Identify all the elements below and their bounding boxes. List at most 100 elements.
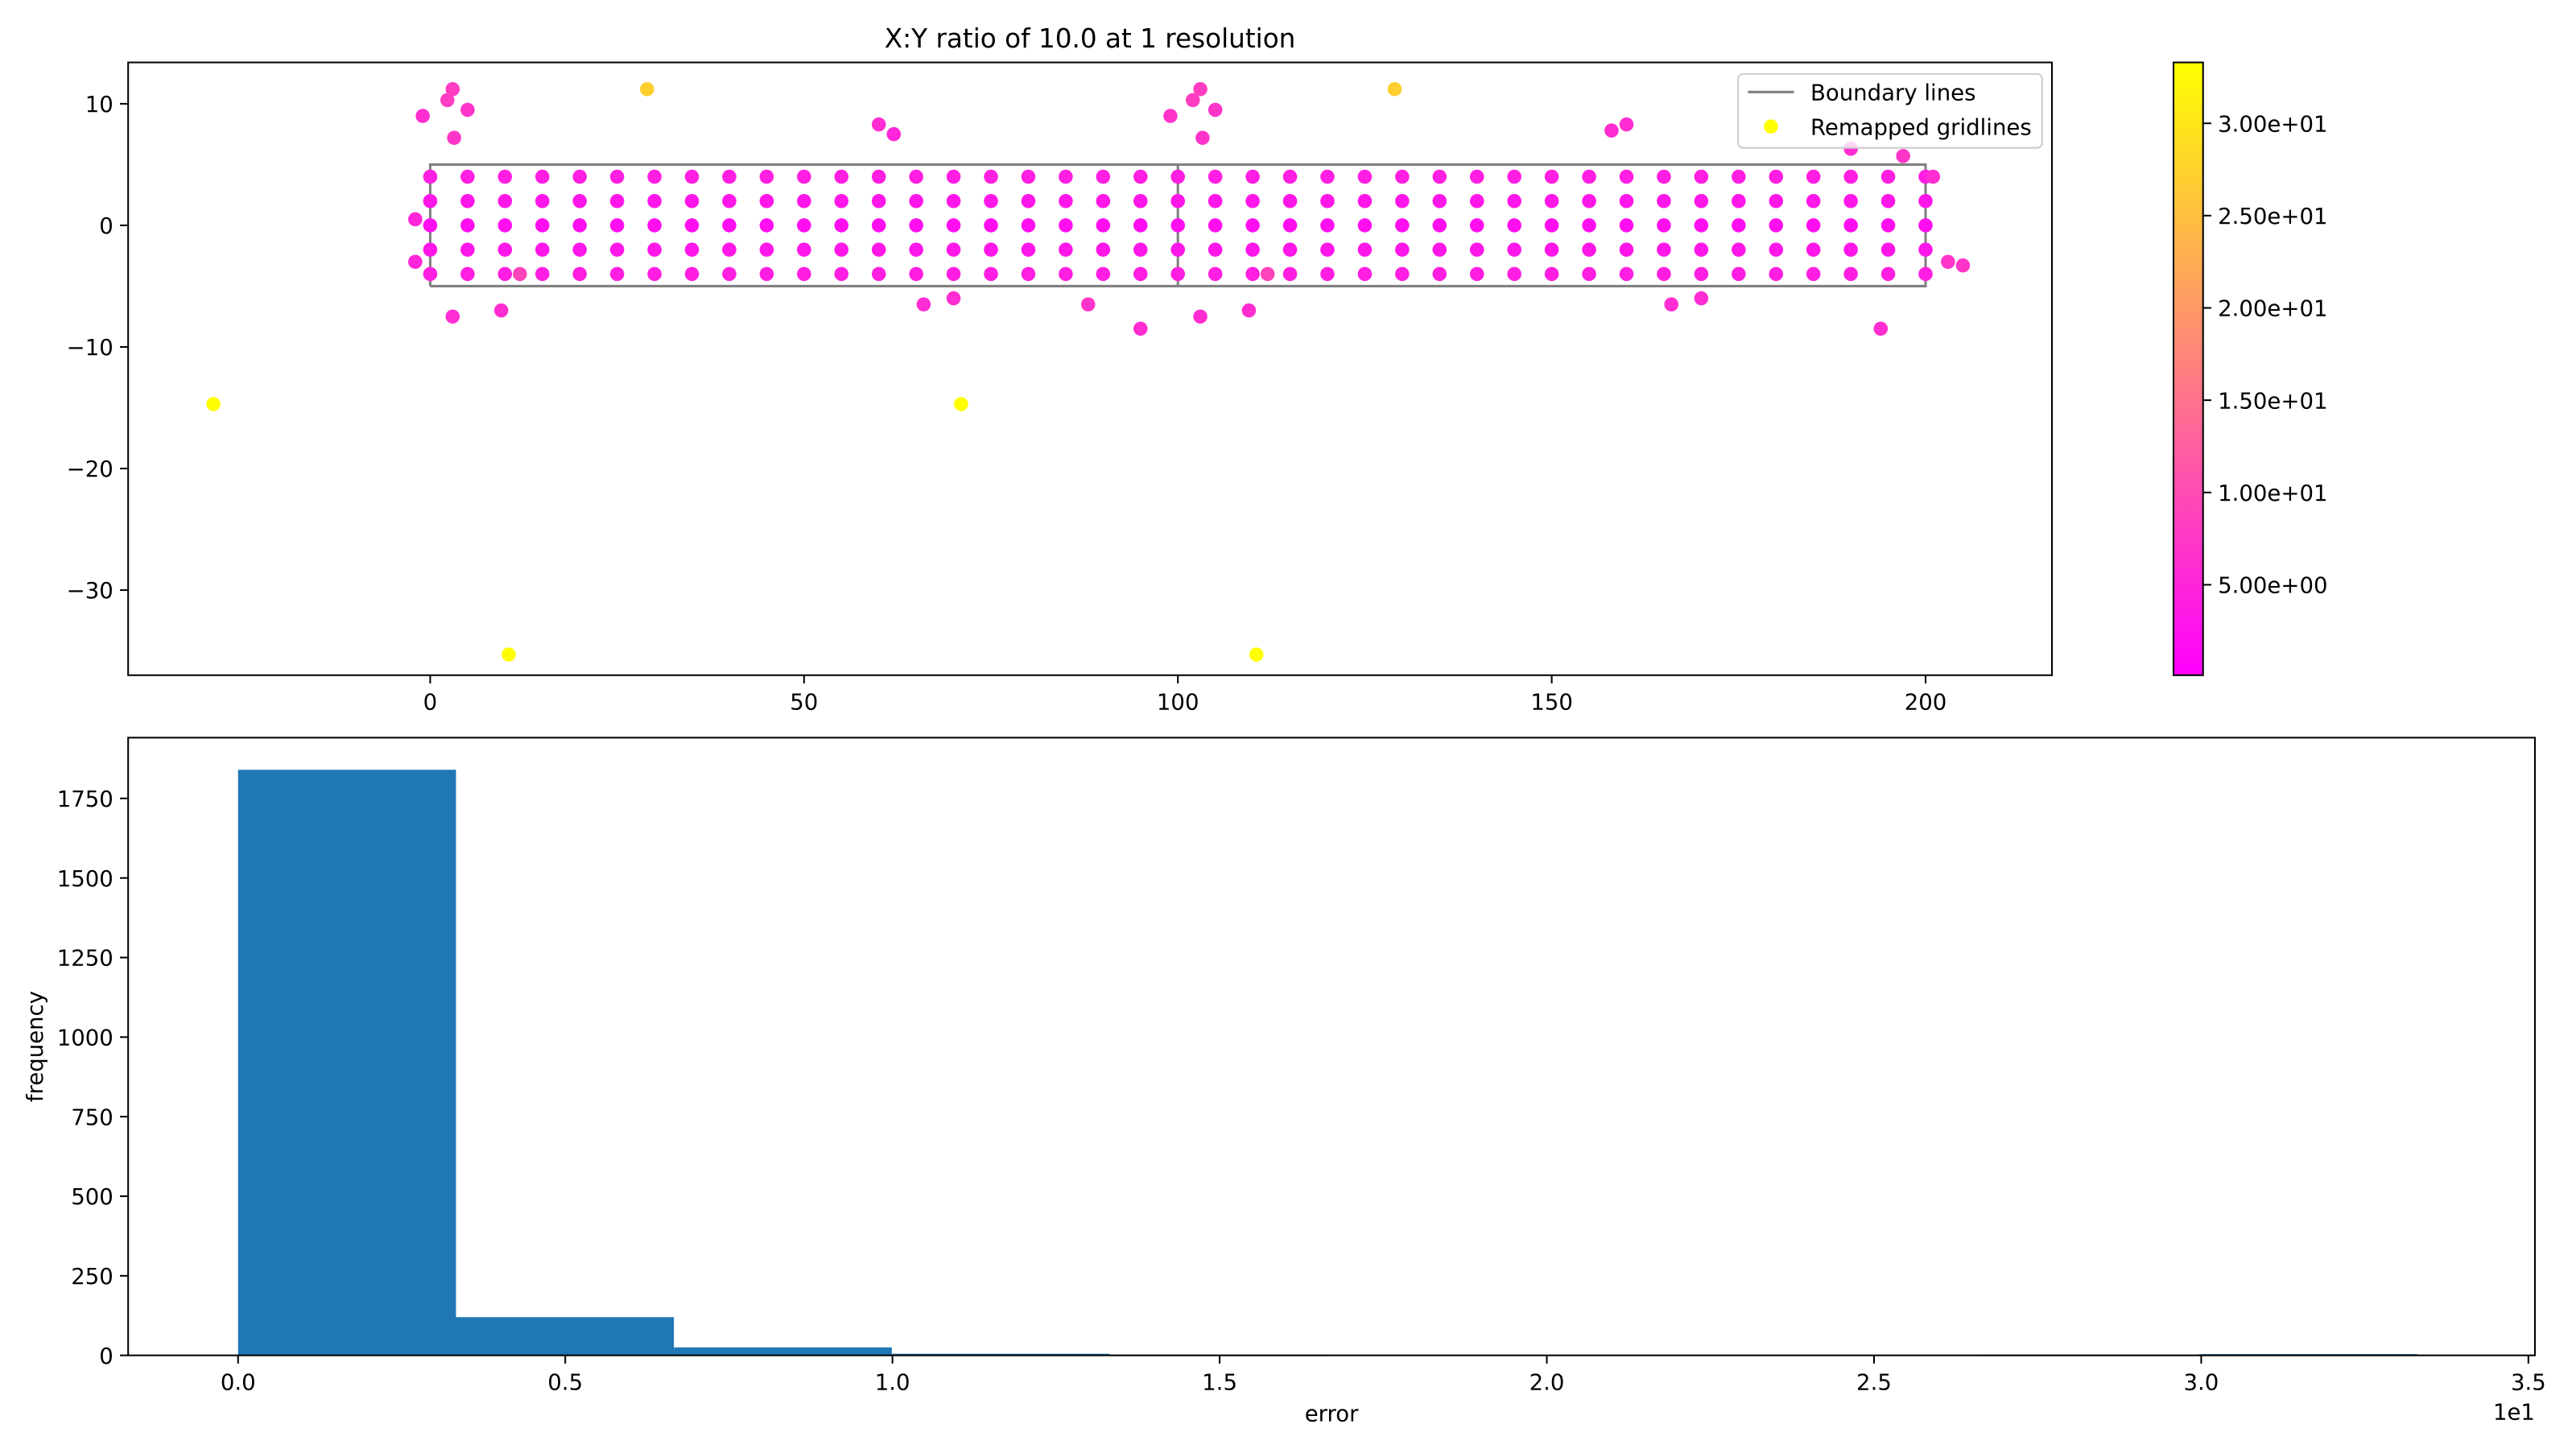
scatter-point	[684, 193, 700, 208]
scatter-point	[609, 242, 625, 257]
scatter-point	[759, 242, 774, 257]
scatter-point	[609, 218, 625, 233]
scatter-point	[1544, 193, 1559, 208]
scatter-point	[1507, 218, 1521, 233]
scatter-point	[1507, 266, 1521, 282]
scatter-point	[1282, 266, 1298, 282]
scatter-point	[1395, 266, 1410, 282]
scatter-point	[1163, 109, 1178, 123]
scatter-point	[1582, 218, 1596, 233]
scatter-point	[1694, 218, 1709, 233]
scatter-point	[1320, 266, 1335, 282]
scatter-point	[408, 254, 423, 270]
scatter-point	[1582, 169, 1596, 184]
scatter-point	[759, 193, 774, 208]
scatter-point	[1619, 193, 1634, 208]
scatter-point	[1320, 242, 1335, 257]
scatter-point	[1208, 266, 1223, 282]
scatter-point	[1806, 266, 1821, 282]
scatter-point	[759, 266, 774, 282]
scatter-point	[1249, 647, 1264, 662]
scatter-point	[684, 218, 700, 233]
scatter-point	[1941, 254, 1955, 270]
scatter-point	[415, 109, 430, 123]
scatter-point	[1021, 242, 1036, 257]
scatter-point	[1469, 266, 1484, 282]
scatter-point	[1241, 303, 1257, 318]
colorbar-tick-label: 3.00e+01	[2218, 111, 2327, 137]
scatter-point	[1059, 169, 1073, 184]
scatter-point	[1096, 218, 1111, 233]
axes-frame	[127, 737, 2536, 1356]
scatter-point	[1619, 169, 1634, 184]
scatter-point	[1395, 242, 1410, 257]
scatter-point	[1170, 169, 1185, 184]
scatter-point	[909, 193, 923, 208]
scatter-point	[423, 266, 438, 282]
scatter-point	[1582, 266, 1596, 282]
scatter-point	[572, 242, 587, 257]
scatter-point	[797, 193, 811, 208]
scatter-point	[460, 242, 475, 257]
y-tick-label: 10	[85, 92, 114, 118]
scatter-point	[1059, 242, 1073, 257]
scatter-point	[1469, 169, 1484, 184]
colorbar	[2172, 61, 2204, 676]
scatter-point	[946, 169, 961, 184]
x-tick-label: 50	[790, 690, 818, 716]
scatter-point	[871, 218, 886, 233]
scatter-point	[871, 266, 886, 282]
scatter-point	[1469, 218, 1484, 233]
scatter-point	[1021, 169, 1036, 184]
scatter-point	[423, 242, 438, 257]
scatter-point	[1193, 82, 1208, 97]
scatter-point	[1507, 242, 1521, 257]
scatter-point	[1096, 266, 1111, 282]
scatter-point	[1133, 193, 1148, 208]
scatter-point	[1769, 218, 1784, 233]
axes-frame	[127, 61, 2053, 676]
x-tick-label: 3.5	[2511, 1370, 2546, 1396]
y-tick-label: 1000	[57, 1026, 114, 1051]
scatter-point	[1357, 266, 1373, 282]
scatter-point	[647, 242, 662, 257]
scatter-point	[722, 169, 737, 184]
scatter-point	[1133, 218, 1148, 233]
scatter-point	[1769, 169, 1784, 184]
scatter-point	[946, 291, 961, 306]
scatter-point	[1926, 169, 1941, 184]
scatter-point	[1096, 169, 1111, 184]
scatter-point	[572, 169, 587, 184]
scatter-point	[1806, 193, 1821, 208]
scatter-point	[1432, 266, 1447, 282]
scatter-point	[1245, 266, 1260, 282]
scatter-point	[1843, 242, 1858, 257]
scatter-point	[1260, 266, 1275, 282]
scatter-point	[1208, 218, 1223, 233]
scatter-point	[1769, 193, 1784, 208]
scatter-point	[946, 242, 961, 257]
scatter-point	[1170, 266, 1185, 282]
scatter-point	[1245, 242, 1260, 257]
scatter-point	[1357, 169, 1373, 184]
scatter-point	[1282, 193, 1298, 208]
scatter-point	[1880, 218, 1896, 233]
scatter-point	[535, 266, 550, 282]
y-tick-label: 0	[99, 213, 114, 239]
scatter-point	[1320, 169, 1335, 184]
scatter-point	[423, 169, 438, 184]
scatter-point	[946, 266, 961, 282]
scatter-point	[423, 193, 438, 208]
scatter-point	[909, 218, 923, 233]
scatter-point	[886, 126, 902, 142]
scatter-point	[647, 218, 662, 233]
scatter-point	[1732, 242, 1746, 257]
scatter-point	[834, 218, 849, 233]
scatter-point	[1806, 169, 1821, 184]
scatter-point	[1133, 321, 1148, 336]
legend-marker	[1764, 119, 1778, 134]
scatter-point	[1732, 218, 1746, 233]
colorbar-tick-label: 5.00e+00	[2218, 573, 2327, 599]
scatter-point	[1357, 218, 1373, 233]
scatter-point	[1806, 218, 1821, 233]
